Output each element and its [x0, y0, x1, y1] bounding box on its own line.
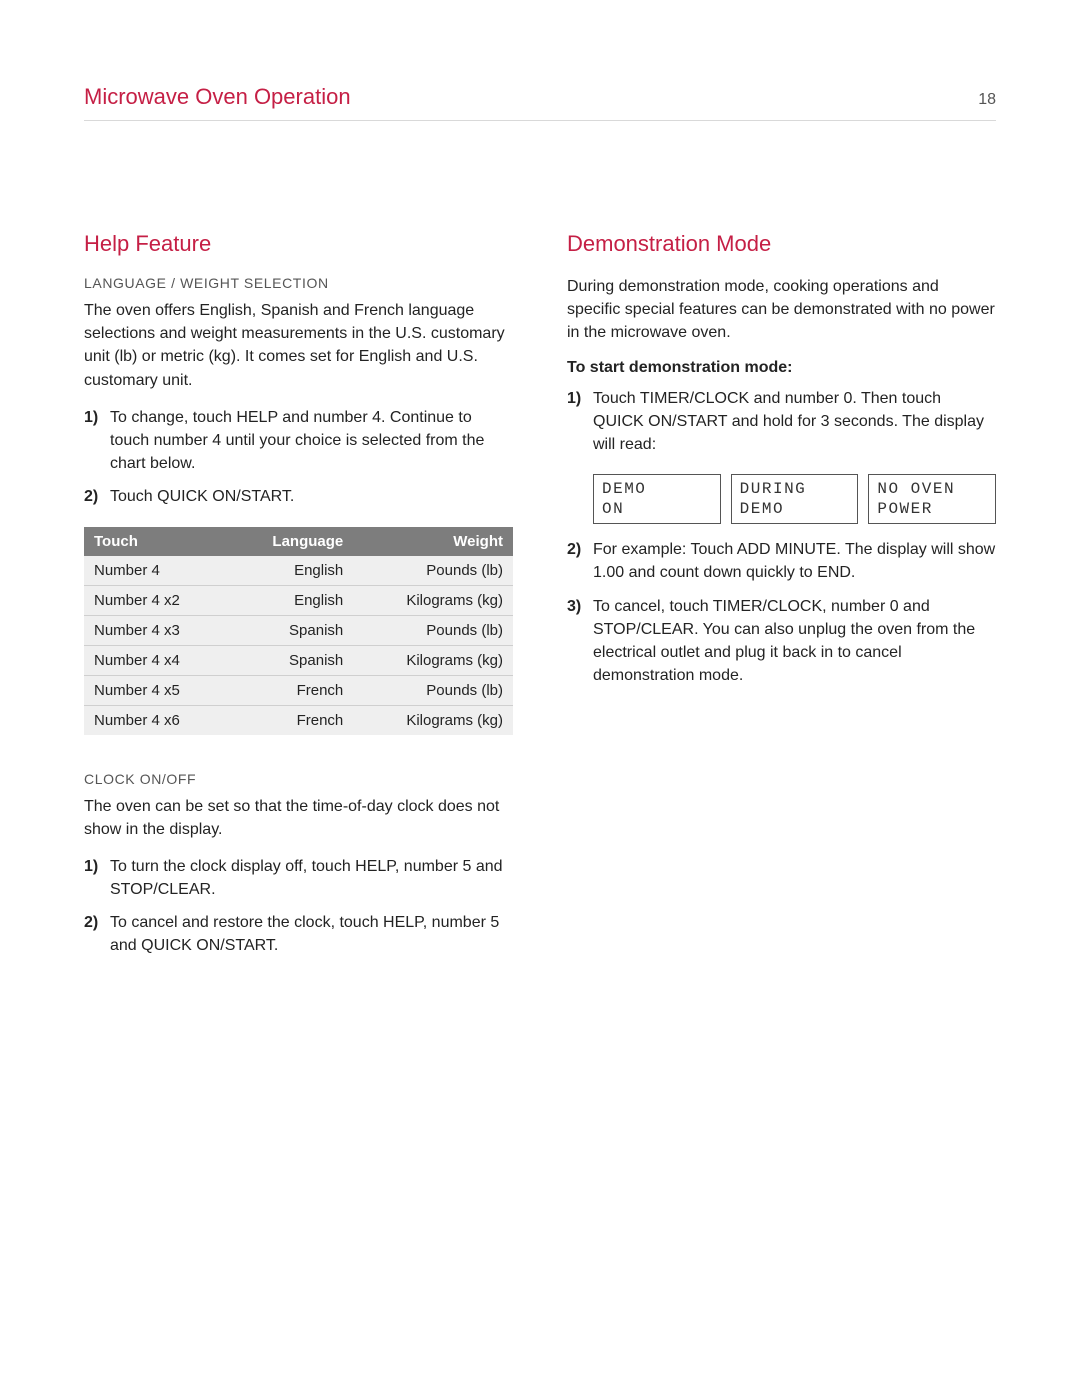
table-cell: Number 4 x4 — [84, 645, 229, 675]
step-text: To cancel and restore the clock, touch H… — [110, 911, 513, 957]
table-cell: Pounds (lb) — [353, 615, 513, 645]
demo-steps: 1)Touch TIMER/CLOCK and number 0. Then t… — [567, 387, 996, 457]
step-number: 1) — [84, 406, 110, 476]
page-header: Microwave Oven Operation 18 — [84, 84, 996, 121]
step-number: 1) — [84, 855, 110, 901]
demo-steps-cont: 2)For example: Touch ADD MINUTE. The dis… — [567, 538, 996, 687]
step-text: Touch QUICK ON/START. — [110, 485, 513, 508]
page: Microwave Oven Operation 18 Help Feature… — [0, 0, 1080, 976]
page-title: Microwave Oven Operation — [84, 84, 351, 110]
table-cell: Kilograms (kg) — [353, 585, 513, 615]
table-cell: English — [229, 556, 353, 586]
table-cell: Number 4 x5 — [84, 675, 229, 705]
table-header-cell: Language — [229, 527, 353, 556]
lcd-display-row: DEMO ON DURING DEMO NO OVEN POWER — [593, 474, 996, 524]
table-cell: Kilograms (kg) — [353, 705, 513, 735]
help-feature-heading: Help Feature — [84, 231, 513, 257]
demo-start-label: To start demonstration mode: — [567, 359, 996, 377]
table-cell: Spanish — [229, 615, 353, 645]
table-cell: Kilograms (kg) — [353, 645, 513, 675]
demo-mode-intro: During demonstration mode, cooking opera… — [567, 275, 996, 345]
table-row: Number 4 x5 French Pounds (lb) — [84, 675, 513, 705]
table-cell: English — [229, 585, 353, 615]
step-text: For example: Touch ADD MINUTE. The displ… — [593, 538, 996, 584]
table-header-cell: Weight — [353, 527, 513, 556]
step-number: 2) — [84, 485, 110, 508]
demo-mode-heading: Demonstration Mode — [567, 231, 996, 257]
list-item: 2)For example: Touch ADD MINUTE. The dis… — [567, 538, 996, 584]
language-weight-steps: 1)To change, touch HELP and number 4. Co… — [84, 406, 513, 509]
table-cell: Pounds (lb) — [353, 556, 513, 586]
language-weight-table: Touch Language Weight Number 4 English P… — [84, 527, 513, 735]
page-number: 18 — [978, 91, 996, 109]
table-row: Number 4 English Pounds (lb) — [84, 556, 513, 586]
table-cell: Pounds (lb) — [353, 675, 513, 705]
step-text: Touch TIMER/CLOCK and number 0. Then tou… — [593, 387, 996, 457]
language-weight-subheading: LANGUAGE / WEIGHT SELECTION — [84, 275, 513, 291]
table-cell: French — [229, 675, 353, 705]
table-cell: Spanish — [229, 645, 353, 675]
lcd-display: NO OVEN POWER — [868, 474, 996, 524]
list-item: 3)To cancel, touch TIMER/CLOCK, number 0… — [567, 595, 996, 688]
table-row: Number 4 x3 Spanish Pounds (lb) — [84, 615, 513, 645]
step-text: To change, touch HELP and number 4. Cont… — [110, 406, 513, 476]
lcd-display: DURING DEMO — [731, 474, 859, 524]
table-cell: French — [229, 705, 353, 735]
content-columns: Help Feature LANGUAGE / WEIGHT SELECTION… — [84, 231, 996, 976]
left-column: Help Feature LANGUAGE / WEIGHT SELECTION… — [84, 231, 513, 976]
table-cell: Number 4 — [84, 556, 229, 586]
table-row: Number 4 x2 English Kilograms (kg) — [84, 585, 513, 615]
step-number: 1) — [567, 387, 593, 457]
table-cell: Number 4 x2 — [84, 585, 229, 615]
lcd-display: DEMO ON — [593, 474, 721, 524]
clock-steps: 1)To turn the clock display off, touch H… — [84, 855, 513, 958]
table-header-row: Touch Language Weight — [84, 527, 513, 556]
step-text: To turn the clock display off, touch HEL… — [110, 855, 513, 901]
table-row: Number 4 x4 Spanish Kilograms (kg) — [84, 645, 513, 675]
clock-subheading: CLOCK ON/OFF — [84, 771, 513, 787]
right-column: Demonstration Mode During demonstration … — [567, 231, 996, 976]
list-item: 1)To turn the clock display off, touch H… — [84, 855, 513, 901]
language-weight-intro: The oven offers English, Spanish and Fre… — [84, 299, 513, 392]
list-item: 2)Touch QUICK ON/START. — [84, 485, 513, 508]
table-cell: Number 4 x3 — [84, 615, 229, 645]
step-number: 3) — [567, 595, 593, 688]
list-item: 1)To change, touch HELP and number 4. Co… — [84, 406, 513, 476]
list-item: 2)To cancel and restore the clock, touch… — [84, 911, 513, 957]
list-item: 1)Touch TIMER/CLOCK and number 0. Then t… — [567, 387, 996, 457]
table-header-cell: Touch — [84, 527, 229, 556]
step-text: To cancel, touch TIMER/CLOCK, number 0 a… — [593, 595, 996, 688]
clock-intro: The oven can be set so that the time-of-… — [84, 795, 513, 841]
step-number: 2) — [84, 911, 110, 957]
step-number: 2) — [567, 538, 593, 584]
table-row: Number 4 x6 French Kilograms (kg) — [84, 705, 513, 735]
table-cell: Number 4 x6 — [84, 705, 229, 735]
